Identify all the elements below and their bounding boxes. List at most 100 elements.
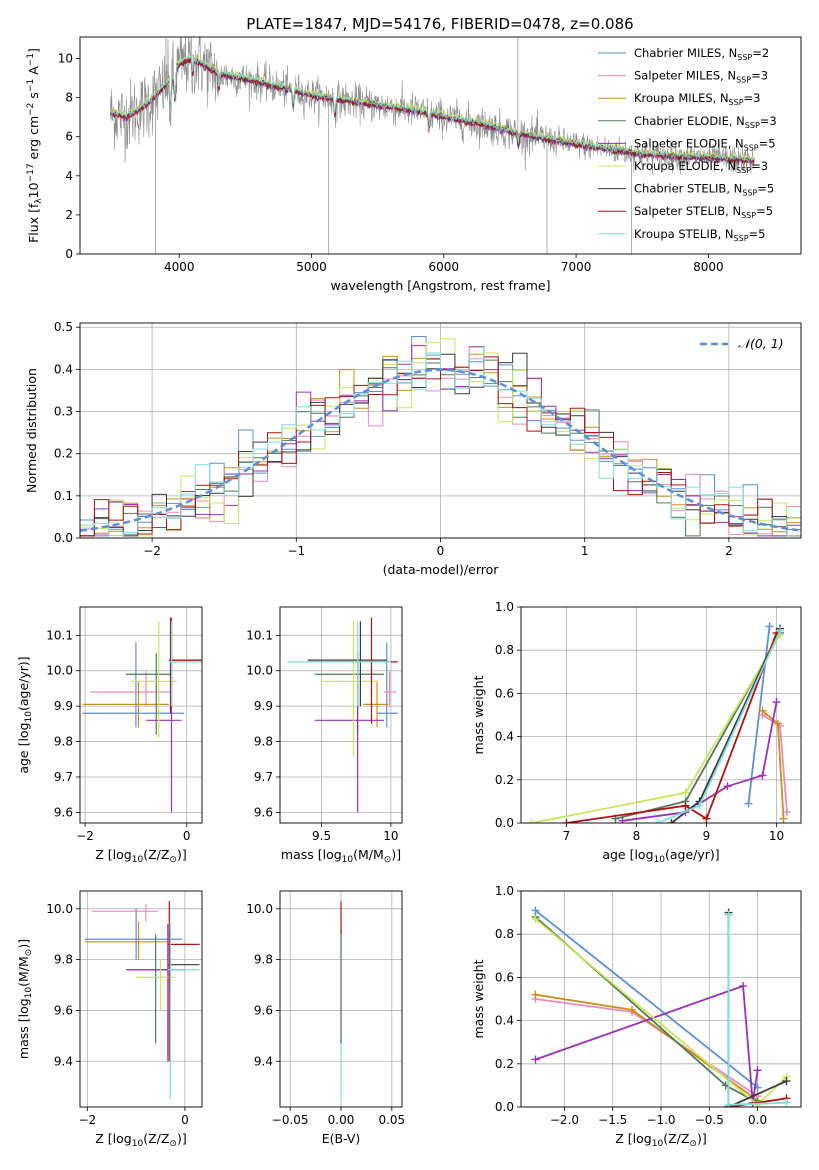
axes-frame (79, 606, 203, 824)
weight-marker (783, 808, 791, 817)
y-axis-label: mass [log10(M/M⊙)] (16, 939, 34, 1059)
weight-marker (782, 1098, 791, 1107)
y-axis-label: age [log10(age/yr)] (16, 656, 34, 773)
y-tick-label: 0.6 (495, 970, 514, 984)
legend-label: Chabrier STELIB, NSSP=5 (634, 182, 774, 198)
weight-marker (531, 990, 540, 999)
gridlines (80, 891, 202, 1107)
x-tick-label: 8000 (693, 260, 724, 274)
x-tick-label: 0 (437, 544, 445, 558)
x-tick-label: −0.05 (272, 1113, 309, 1127)
y-axis-label: mass weight (471, 959, 486, 1038)
weight-marker (782, 1077, 791, 1086)
legend-label: Salpeter STELIB, NSSP=5 (634, 204, 773, 220)
y-tick-label: 9.4 (254, 1054, 273, 1068)
axes-frame (79, 322, 802, 539)
y-tick-label: 10.1 (46, 628, 73, 642)
y-tick-label: 9.9 (54, 699, 73, 713)
x-tick-label: 0.0 (748, 1113, 767, 1127)
y-tick-label: 0.2 (495, 1057, 514, 1071)
y-tick-label: 9.6 (54, 1003, 73, 1017)
panel-mass-weight-vs-Z: −2.0 −1.5 −1.0 −0.5 0.0 0.0 0.2 0.4 0.6 0.8 1.0 Z [… (471, 884, 802, 1149)
x-axis-label: E(B-V) (322, 1131, 361, 1146)
weight-marker (772, 698, 781, 707)
axes-frame (279, 606, 403, 824)
x-tick-label: 9 (703, 829, 711, 843)
weight-line-chabrier-elodie (615, 632, 781, 820)
y-tick-label: 0 (65, 247, 73, 261)
y-tick-label: 0.8 (495, 927, 514, 941)
x-tick-label: −2 (143, 544, 161, 558)
x-tick-label: −2 (76, 829, 94, 843)
y-tick-label: 4 (65, 169, 73, 183)
legend-label: Salpeter MILES, NSSP=3 (634, 69, 768, 85)
panel-age-vs-mass: 9.5 10 9.6 9.7 9.8 9.9 10.0 10.1 mass [log10(M/M… (246, 606, 403, 865)
panel-residuals: −2 −1 0 1 2 0.0 0.1 0.2 0.3 0.4 0.5 (data-model)/er… (24, 320, 802, 577)
y-axis-label: mass weight (471, 675, 486, 754)
axes-frame (279, 890, 403, 1108)
weight-line-salpeter-stelib (566, 632, 778, 823)
x-tick-label: 5000 (296, 260, 327, 274)
plot-area (286, 617, 398, 813)
weight-marker (653, 819, 662, 823)
y-tick-label: 9.8 (254, 735, 273, 749)
y-tick-label: 0.6 (495, 686, 514, 700)
weight-line-salpeter-miles (762, 714, 788, 813)
y-tick-label: 9.6 (54, 805, 73, 819)
x-axis-label: wavelength [Angstrom, rest frame] (330, 278, 550, 293)
x-tick-label: −1 (287, 544, 305, 558)
weight-line-salpeter-stelib (728, 1097, 787, 1107)
legend-label: Chabrier MILES, NSSP=2 (634, 46, 769, 62)
legend-label: Kroupa MILES, NSSP=3 (634, 91, 760, 107)
legend: Chabrier MILES, NSSP=2 Salpeter MILES, NS… (598, 46, 777, 243)
weight-marker (562, 819, 571, 823)
x-tick-label: 4000 (164, 260, 195, 274)
y-tick-label: 0.2 (495, 773, 514, 787)
weight-marker (628, 1005, 637, 1014)
y-tick-label: 10.0 (246, 902, 273, 916)
panel-age-vs-Z: −2 0 9.6 9.7 9.8 9.9 10.0 10.1 Z [log10(Z/Z⊙)] ag… (16, 606, 203, 865)
y-tick-label: 9.8 (54, 953, 73, 967)
y-tick-label: 0.2 (54, 447, 73, 461)
weight-marker (681, 801, 690, 810)
weight-marker (773, 719, 782, 728)
residual-hist-kroupa-stelib (80, 346, 801, 538)
x-tick-label: 0.05 (378, 1113, 405, 1127)
axes-frame (79, 890, 203, 1108)
weight-marker (531, 915, 540, 924)
weight-line-kroupa-elodie (531, 634, 781, 823)
weight-marker (527, 819, 536, 823)
x-tick-label: 0 (181, 1113, 189, 1127)
weight-marker (765, 622, 774, 631)
y-tick-label: 9.7 (254, 770, 273, 784)
weight-marker (618, 816, 627, 823)
weight-marker (758, 771, 767, 780)
legend: 𝒩(0, 1) (700, 336, 784, 351)
x-tick-label: 10 (769, 829, 784, 843)
x-tick-label: −0.5 (695, 1113, 724, 1127)
y-tick-label: 10.1 (246, 628, 273, 642)
x-axis-label: Z [log10(Z/Z⊙)] (95, 847, 186, 865)
y-tick-label: 10 (58, 52, 73, 66)
y-tick-label: 10.0 (46, 664, 73, 678)
y-tick-label: 0.5 (54, 320, 73, 334)
axes-frame (79, 36, 802, 255)
x-axis-label: Z [log10(Z/Z⊙)] (615, 1131, 706, 1149)
y-tick-label: 0.8 (495, 643, 514, 657)
weight-marker (779, 814, 788, 823)
y-tick-label: 9.8 (254, 953, 273, 967)
x-tick-label: 0.00 (328, 1113, 355, 1127)
y-tick-label: 0.4 (54, 362, 73, 376)
y-tick-label: 10.0 (46, 902, 73, 916)
y-axis-label: Normed distribution (24, 368, 39, 493)
panel-spectrum: 4000 5000 6000 7000 8000 0 2 4 6 8 10 wavelength [A… (26, 36, 802, 293)
weight-marker (667, 819, 676, 823)
legend-label: 𝒩(0, 1) (738, 336, 784, 351)
legend-label: Salpeter ELODIE, NSSP=5 (634, 136, 776, 152)
weight-marker (739, 982, 748, 991)
gridlines (80, 607, 202, 823)
x-tick-label: −1.0 (646, 1113, 675, 1127)
y-tick-label: 0.0 (495, 816, 514, 830)
y-tick-label: 9.8 (54, 735, 73, 749)
